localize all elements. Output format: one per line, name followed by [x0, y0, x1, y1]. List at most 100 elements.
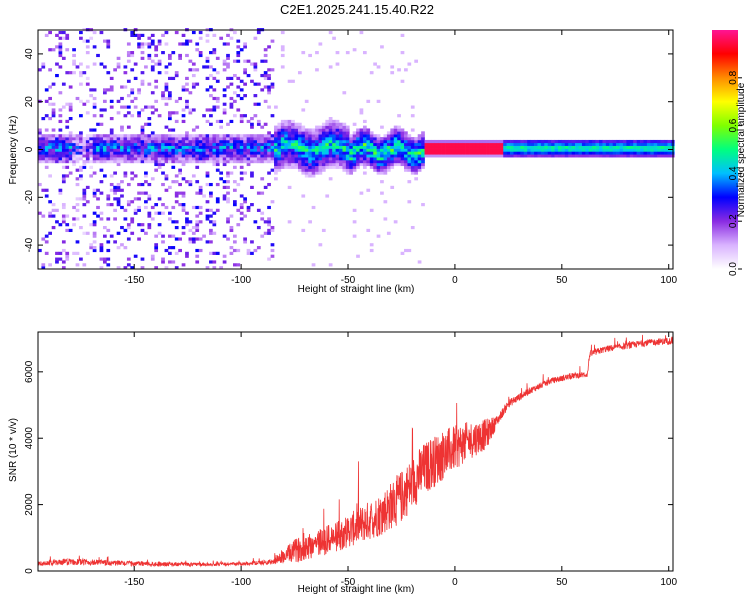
spectrogram-cell	[315, 168, 319, 172]
spectrogram-cell	[263, 76, 268, 81]
spectrogram-cell	[167, 91, 172, 95]
spectrogram-cell	[102, 174, 107, 178]
spectrogram-cell	[321, 154, 326, 158]
spectrogram-cell	[239, 79, 244, 83]
spectrogram-cell	[92, 160, 97, 164]
spectrogram-cell	[89, 139, 94, 144]
spectrogram-cell	[291, 151, 295, 155]
spectrogram-cell	[147, 56, 152, 60]
spectrogram-cell	[260, 217, 265, 221]
spectrogram-cell	[154, 246, 159, 250]
spectrogram-cell	[335, 160, 340, 164]
spectrogram-cell	[79, 154, 83, 158]
spectrogram-cell	[421, 134, 425, 138]
spectrogram-cell	[619, 154, 624, 158]
spectrogram-cell	[130, 217, 135, 221]
spectrogram-cell	[424, 151, 429, 155]
spectrogram-cell	[236, 51, 241, 55]
spectrogram-cell	[85, 154, 90, 158]
spectrogram-cell	[174, 139, 179, 144]
spectrogram-cell	[315, 165, 319, 169]
spectrogram-cell	[239, 96, 244, 101]
spectrogram-cell	[171, 165, 176, 169]
spectrogram-cell	[335, 134, 340, 138]
spectrogram-cell	[209, 194, 213, 198]
spectrogram-cell	[229, 246, 234, 250]
spectrogram-cell	[137, 88, 141, 92]
spectrogram-cell	[85, 111, 90, 115]
spectrogram-cell	[308, 134, 312, 138]
spectrogram-cell	[178, 148, 182, 152]
spectrogram-cell	[65, 228, 70, 233]
spectrogram-cell	[397, 145, 401, 149]
spectrogram-cell	[359, 191, 364, 195]
spectrogram-cell	[130, 33, 135, 37]
spectrogram-cell	[520, 148, 525, 152]
spectrogram-cell	[397, 160, 401, 164]
spectrogram-cell	[236, 59, 241, 63]
spectrogram-cell	[41, 188, 46, 192]
spectrogram-cell	[475, 151, 480, 155]
spectrogram-cell	[167, 160, 172, 164]
spectrogram-cell	[61, 180, 66, 184]
spectrogram-cell	[492, 154, 497, 158]
spectrogram-cell	[629, 139, 634, 144]
spectrogram-cell	[263, 71, 268, 75]
spectrogram-cell	[178, 237, 182, 241]
spectrogram-cell	[109, 134, 114, 138]
spectrogram-cell	[191, 160, 196, 164]
spectrogram-cell	[239, 119, 244, 124]
spectrogram-cell	[181, 134, 186, 138]
spectrogram-cell	[345, 171, 350, 175]
spectrogram-cell	[82, 231, 87, 235]
spectrogram-cell	[602, 154, 607, 158]
spectrogram-cell	[294, 145, 299, 149]
spectrogram-cell	[215, 134, 220, 138]
spectrogram-cell	[44, 145, 49, 149]
spectrogram-cell	[79, 82, 83, 86]
spectrogram-cell	[404, 142, 408, 146]
spectrogram-cell	[547, 142, 552, 146]
spectrogram-cell	[328, 30, 333, 35]
spectrogram-cell	[325, 194, 330, 198]
spectrogram-cell	[291, 160, 295, 164]
spectrogram-cell	[424, 139, 429, 144]
spectrogram-cell	[571, 148, 576, 152]
spectrogram-cell	[150, 148, 155, 152]
spectrogram-cell	[369, 71, 374, 75]
spectrogram-cell	[653, 151, 658, 155]
spectrogram-cell	[250, 174, 254, 178]
spectrogram-cell	[267, 137, 271, 141]
spectrogram-cell	[421, 131, 425, 135]
spectrogram-cell	[226, 185, 230, 189]
spectrogram-cell	[664, 148, 668, 152]
spectrogram-cell	[561, 142, 566, 146]
spectrogram-cell	[410, 139, 415, 144]
spectrogram-cell	[178, 137, 182, 141]
spectrogram-cell	[332, 160, 336, 164]
spectrogram-cell	[174, 99, 179, 103]
spectrogram-cell	[472, 151, 477, 155]
spectrogram-cell	[588, 151, 593, 155]
spectrogram-cell	[393, 151, 398, 155]
spectrogram-cell	[523, 145, 528, 149]
spectrogram-cell	[547, 154, 552, 158]
spectrogram-cell	[376, 65, 381, 69]
spectrogram-cell	[161, 162, 165, 167]
spectrogram-cell	[383, 142, 388, 146]
spectrogram-cell	[219, 157, 224, 161]
spectrogram-cell	[359, 134, 364, 138]
spectrogram-cell	[304, 174, 309, 178]
spectrogram-cell	[79, 177, 83, 181]
spectrogram-cell	[339, 142, 343, 146]
spectrogram-cell	[116, 151, 121, 155]
spectrogram-cell	[109, 174, 114, 178]
spectrogram-cell	[65, 214, 70, 218]
spectrogram-cell	[212, 154, 217, 158]
spectrogram-cell	[198, 185, 203, 189]
spectrogram-xlabel: Height of straight line (km)	[298, 284, 415, 295]
spectrogram-cell	[332, 148, 336, 152]
spectrogram-cell	[492, 139, 497, 144]
spectrogram-cell	[154, 45, 159, 49]
spectrogram-cell	[421, 154, 425, 158]
